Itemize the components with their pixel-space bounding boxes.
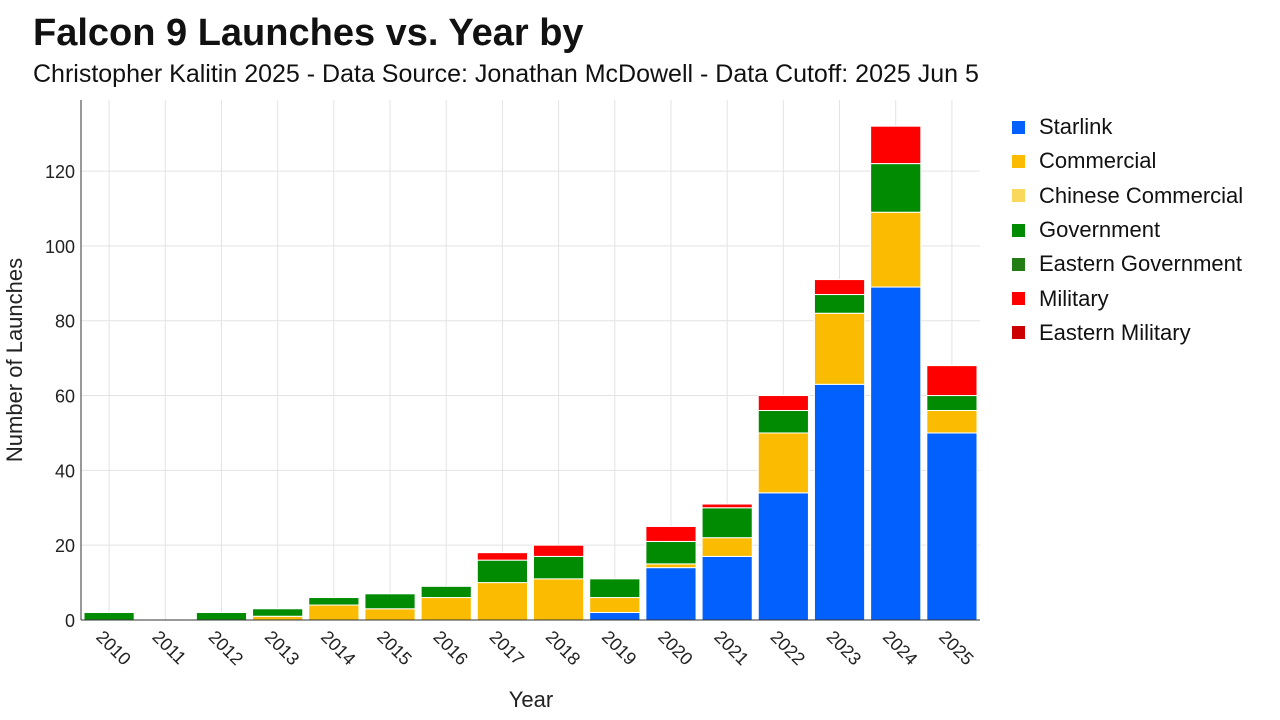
legend-item[interactable]: Eastern Military xyxy=(1012,316,1243,350)
legend-swatch xyxy=(1012,257,1025,271)
bar-segment xyxy=(420,597,472,621)
bar-segment xyxy=(813,383,866,621)
bar-segment xyxy=(420,585,472,599)
bar-segment xyxy=(757,492,809,621)
bar-segment xyxy=(195,612,248,621)
bar-segment xyxy=(926,432,978,621)
legend-label: Government xyxy=(1039,217,1161,243)
bar-segment xyxy=(83,612,135,621)
legend-item[interactable]: Chinese Commercial xyxy=(1012,179,1243,213)
bar-segment xyxy=(252,608,304,617)
bar-segment xyxy=(813,294,866,314)
bar-segment xyxy=(476,552,528,561)
bar-segment xyxy=(533,555,585,580)
x-tick-label: 2020 xyxy=(654,627,696,669)
legend-item[interactable]: Military xyxy=(1012,281,1243,315)
x-tick-label: 2023 xyxy=(823,627,865,669)
axes xyxy=(80,100,980,621)
x-tick-label: 2010 xyxy=(92,627,134,669)
legend-label: Eastern Government xyxy=(1039,251,1242,277)
bar-segment xyxy=(252,615,304,621)
x-tick-label: 2014 xyxy=(317,627,359,669)
y-tick-label: 40 xyxy=(55,461,75,481)
bar-segment xyxy=(308,604,360,621)
bars xyxy=(83,125,978,621)
x-tick-label: 2024 xyxy=(879,627,921,669)
bar-segment xyxy=(757,395,809,412)
x-tick-label: 2015 xyxy=(373,627,415,669)
bar-segment xyxy=(589,578,641,599)
bar-segment xyxy=(589,597,641,614)
bar-segment xyxy=(870,286,922,621)
bar-segment xyxy=(645,567,697,621)
legend-item[interactable]: Government xyxy=(1012,213,1243,247)
bar-segment xyxy=(364,608,416,621)
bar-segment xyxy=(926,365,978,397)
legend-label: Starlink xyxy=(1039,114,1113,140)
bar-segment xyxy=(926,395,978,412)
bar-segment xyxy=(701,555,753,621)
bar-segment xyxy=(701,507,753,539)
x-tick-label: 2018 xyxy=(542,627,584,669)
legend-label: Military xyxy=(1039,285,1109,311)
bar-segment xyxy=(308,597,360,606)
x-tick-label: 2016 xyxy=(429,627,471,669)
chart-subtitle: Christopher Kalitin 2025 - Data Source: … xyxy=(33,60,979,88)
x-tick-label: 2011 xyxy=(148,627,190,669)
y-tick-label: 60 xyxy=(55,387,75,407)
bar-segment xyxy=(701,537,753,557)
bar-segment xyxy=(813,312,866,385)
x-tick-label: 2025 xyxy=(935,627,977,669)
bar-segment xyxy=(533,544,585,557)
bar-segment xyxy=(533,578,585,621)
legend-swatch xyxy=(1012,292,1025,306)
x-tick-label: 2019 xyxy=(598,627,640,669)
bar-segment xyxy=(870,125,922,165)
bar-segment xyxy=(645,563,697,569)
y-tick-label: 80 xyxy=(55,312,75,332)
bar-segment xyxy=(757,432,809,494)
legend-swatch xyxy=(1012,326,1025,340)
y-tick-label: 120 xyxy=(45,162,75,182)
bar-segment xyxy=(476,559,528,584)
bar-segment xyxy=(645,525,697,542)
bar-segment xyxy=(476,582,528,621)
legend-swatch xyxy=(1012,189,1025,203)
bar-segment xyxy=(870,163,922,213)
legend-label: Commercial xyxy=(1039,148,1157,174)
y-tick-label: 0 xyxy=(65,611,75,631)
x-tick-label: 2017 xyxy=(486,627,528,669)
x-tick-label: 2012 xyxy=(205,627,247,669)
bar-segment xyxy=(926,410,978,434)
bar-segment xyxy=(364,593,416,610)
bar-segment xyxy=(645,540,697,565)
legend-label: Chinese Commercial xyxy=(1039,182,1244,208)
y-axis-title: Number of Launches xyxy=(2,258,27,462)
bar-segment xyxy=(701,503,753,509)
y-tick-label: 100 xyxy=(45,237,75,257)
legend: Starlink Commercial Chinese Commercial Gove… xyxy=(1012,110,1243,350)
legend-item[interactable]: Commercial xyxy=(1012,144,1243,178)
x-axis-title: Year xyxy=(509,687,553,712)
y-tick-label: 20 xyxy=(55,536,75,556)
bar-segment xyxy=(813,279,866,296)
legend-swatch xyxy=(1012,154,1025,168)
bar-segment xyxy=(757,410,809,434)
x-tick-label: 2021 xyxy=(710,627,752,669)
legend-swatch xyxy=(1012,223,1025,237)
x-tick-label: 2013 xyxy=(261,627,303,669)
legend-item[interactable]: Eastern Government xyxy=(1012,247,1243,281)
x-tick-label: 2022 xyxy=(767,627,809,669)
legend-label: Eastern Military xyxy=(1039,319,1191,345)
legend-swatch xyxy=(1012,120,1025,134)
bar-segment xyxy=(870,211,922,288)
chart-title: Falcon 9 Launches vs. Year by xyxy=(33,12,584,54)
bar-segment xyxy=(589,612,641,621)
legend-item[interactable]: Starlink xyxy=(1012,110,1243,144)
